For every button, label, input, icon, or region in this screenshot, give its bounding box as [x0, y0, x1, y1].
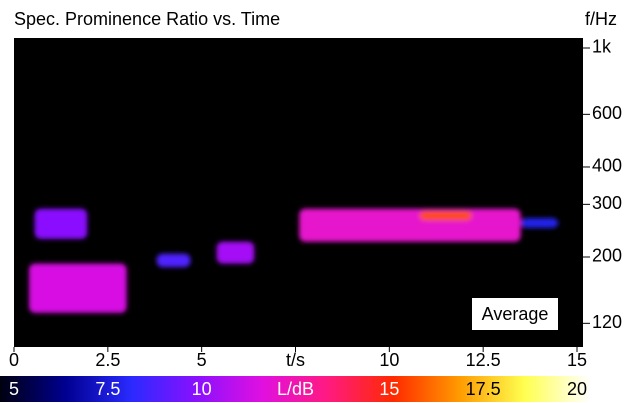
colorbar	[0, 376, 590, 402]
colorbar-tick-label: 20	[567, 379, 587, 399]
annotation: Average	[482, 304, 549, 324]
x-tick-label: 2.5	[95, 350, 120, 370]
colorbar-tick-label: 5	[9, 379, 19, 399]
chart-title: Spec. Prominence Ratio vs. Time	[14, 9, 280, 29]
y-tick-label: 120	[592, 312, 622, 332]
colorbar-tick-label: L/dB	[277, 379, 314, 399]
colorbar-tick-label: 10	[192, 379, 212, 399]
colorbar-tick-label: 15	[379, 379, 399, 399]
spectral-region	[29, 263, 127, 313]
y-axis-label: f/Hz	[585, 9, 617, 29]
colorbar-tick-label: 17.5	[466, 379, 501, 399]
y-tick-label: 600	[592, 103, 622, 123]
spectral-region	[419, 210, 472, 221]
spectral-region	[216, 241, 255, 264]
spectral-region	[34, 208, 88, 239]
y-tick-label: 200	[592, 246, 622, 266]
spectral-region	[156, 253, 191, 268]
x-tick-label: 15	[567, 350, 587, 370]
spectral-region	[520, 218, 559, 229]
annotation-box	[472, 298, 558, 330]
spectral-region	[299, 208, 521, 242]
y-tick-label: 300	[592, 193, 622, 213]
x-tick-label: 10	[379, 350, 399, 370]
y-tick-label: 1k	[592, 37, 612, 57]
colorbar-tick-label: 7.5	[95, 379, 120, 399]
x-tick-label: 12.5	[466, 350, 501, 370]
x-tick-label: t/s	[286, 350, 305, 370]
x-tick-label: 5	[197, 350, 207, 370]
x-tick-label: 0	[9, 350, 19, 370]
regions	[29, 208, 559, 313]
y-tick-label: 400	[592, 156, 622, 176]
